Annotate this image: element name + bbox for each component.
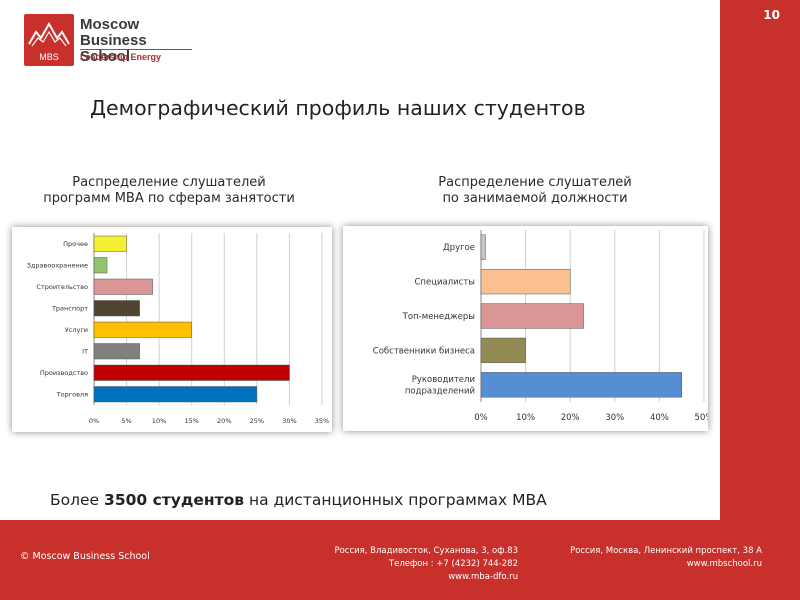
chart-1-category-label: Строительство xyxy=(36,283,88,291)
chart-1-tick-label: 0% xyxy=(89,417,99,425)
chart-2-bar xyxy=(480,234,486,260)
school-logo: MBS Moscow Business School Leadership En… xyxy=(24,14,194,66)
chart-1-bar xyxy=(93,278,153,295)
students-count: 3500 студентов xyxy=(104,491,245,509)
logo-divider xyxy=(80,49,192,50)
chart-1-category-label: Торговля xyxy=(56,391,88,399)
chart-1-title: Распределение слушателей программ MBA по… xyxy=(43,175,295,206)
chart-1-category-label: Здравоохранение xyxy=(27,262,88,270)
chart-1-bar xyxy=(93,257,108,274)
chart-2-category-label: Топ-менеджеры xyxy=(402,312,475,322)
logo-emblem: MBS xyxy=(24,14,74,66)
chart-2-category-label: Собственники бизнеса xyxy=(373,346,475,356)
students-note-tail: на дистанционных программах MBA xyxy=(244,491,547,509)
chart-1-bar xyxy=(93,343,140,360)
chart-1-category-label: IT xyxy=(82,348,88,356)
logo-name-line2: Business School xyxy=(80,32,147,65)
moscow-street: Россия, Москва, Ленинский проспект, 38 А xyxy=(570,546,762,556)
chart-1-tick-label: 10% xyxy=(152,417,166,425)
chart-1-bar xyxy=(93,364,290,381)
chart-2-job-positions: 0% 10% 20% 30% 40% 50% Другое Специалисты Топ-ме… xyxy=(373,230,708,423)
chart-2-tick-label: 30% xyxy=(605,413,624,423)
chart-1-bar xyxy=(93,321,192,338)
chart-2-tick-label: 40% xyxy=(650,413,669,423)
chart-1-category-label: Услуги xyxy=(65,326,88,334)
logo-tagline: Leadership Energy xyxy=(80,52,162,62)
chart-1-category-label: Производство xyxy=(40,369,88,377)
chart-2-box: 0% 10% 20% 30% 40% 50% Другое Специалисты Топ-ме… xyxy=(343,226,708,431)
chart-1-tick-label: 30% xyxy=(282,417,296,425)
chart-1-employment-sectors: 0% 5% 10% 15% 20% 25% 30% 35% Прочее Здравоохране… xyxy=(27,233,329,425)
vladivostok-phone: Телефон : +7 (4232) 744-282 xyxy=(388,559,518,569)
copyright-text: © Moscow Business School xyxy=(20,551,150,562)
chart-1-bar xyxy=(93,235,127,252)
page-number: 10 xyxy=(763,8,780,22)
logo-wordmark: Moscow Business School xyxy=(80,17,194,65)
right-accent-band: 10 xyxy=(720,0,800,520)
footer-bar: © Moscow Business School Россия, Владиво… xyxy=(0,520,800,600)
chart-1-tick-label: 5% xyxy=(121,417,131,425)
logo-peaks-icon: MBS xyxy=(28,21,70,62)
chart-1-category-label: Прочее xyxy=(63,240,88,248)
chart-2-category-label: подразделений xyxy=(405,387,475,397)
chart-1-tick-label: 35% xyxy=(315,417,329,425)
moscow-website-link[interactable]: www.mbschool.ru xyxy=(686,559,762,569)
logo-name-line1: Moscow xyxy=(80,16,140,33)
chart-1-tick-label: 15% xyxy=(184,417,198,425)
chart-2-tick-label: 0% xyxy=(474,413,488,423)
chart-2-bar xyxy=(480,337,526,364)
vladivostok-address: Россия, Владивосток, Суханова, 3, оф.83 … xyxy=(290,545,518,584)
chart-1-tick-label: 20% xyxy=(217,417,231,425)
chart-2-category-label: Специалисты xyxy=(414,278,475,288)
chart-2-tick-label: 10% xyxy=(516,413,535,423)
chart-2-bar xyxy=(480,372,682,398)
chart-2-category-label: Другое xyxy=(443,243,475,253)
students-note: Более 3500 студентов на дистанционных пр… xyxy=(50,491,547,509)
page-title: Демографический профиль наших студентов xyxy=(90,96,586,120)
chart-1-bar xyxy=(93,386,258,403)
chart-2-bar xyxy=(480,268,571,295)
chart-2-tick-label: 20% xyxy=(561,413,580,423)
chart-2-title: Распределение слушателей по занимаемой д… xyxy=(438,175,632,206)
students-note-lead: Более xyxy=(50,491,105,509)
chart-1-tick-label: 25% xyxy=(250,417,264,425)
chart-2-category-label: Руководители xyxy=(412,375,475,385)
chart-1-box: 0% 5% 10% 15% 20% 25% 30% 35% Прочее Здравоохране… xyxy=(12,227,332,432)
chart-2-tick-label: 50% xyxy=(695,413,708,423)
chart-2-bar xyxy=(480,303,584,329)
chart-1-category-label: Транспорт xyxy=(51,305,88,313)
moscow-address: Россия, Москва, Ленинский проспект, 38 А… xyxy=(530,545,762,571)
vladivostok-street: Россия, Владивосток, Суханова, 3, оф.83 xyxy=(334,546,518,556)
vladivostok-website-link[interactable]: www.mba-dfo.ru xyxy=(448,572,518,582)
chart-1-bar xyxy=(93,300,140,317)
logo-badge-text: MBS xyxy=(39,52,59,62)
